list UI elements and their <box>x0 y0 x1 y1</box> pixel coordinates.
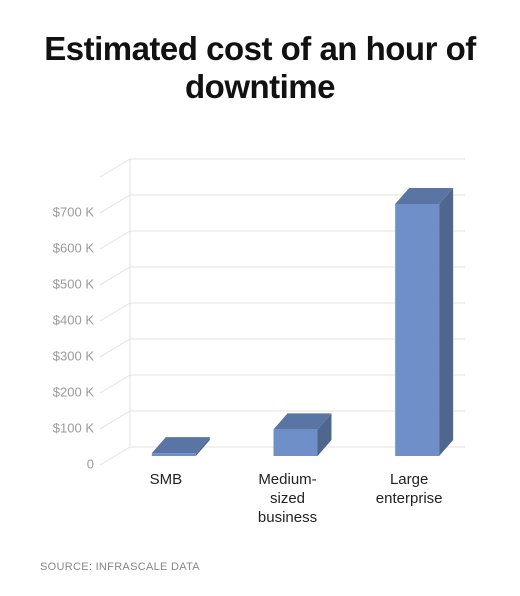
bar <box>151 437 210 456</box>
source-note: SOURCE: INFRASCALE DATA <box>40 561 200 573</box>
bar-front <box>273 429 318 456</box>
bar <box>273 413 332 456</box>
grid-line <box>99 158 465 178</box>
bar-side <box>439 188 454 456</box>
y-tick-label: $400 K <box>53 312 95 327</box>
y-tick-label: $600 K <box>53 240 95 255</box>
bar-top <box>151 437 210 454</box>
bar-side <box>317 413 332 456</box>
y-tick-label: $300 K <box>53 348 95 363</box>
bar-front <box>395 204 440 456</box>
bar-top <box>395 188 454 204</box>
x-tick-label: Large enterprise <box>375 471 443 507</box>
y-tick-label: $700 K <box>53 204 95 219</box>
y-tick-label: $100 K <box>53 420 95 435</box>
bar-side <box>195 437 210 456</box>
bar-top <box>273 413 332 430</box>
chart-title: Estimated cost of an hour of downtime <box>44 30 476 105</box>
y-tick-label: $500 K <box>53 276 95 291</box>
bar-front <box>151 453 196 456</box>
y-tick-label: $200 K <box>53 384 95 399</box>
y-tick-label: 0 <box>87 456 94 471</box>
x-tick-label: Medium-sized business <box>257 471 318 526</box>
x-tick-label: SMB <box>149 471 183 488</box>
bar <box>395 188 454 456</box>
